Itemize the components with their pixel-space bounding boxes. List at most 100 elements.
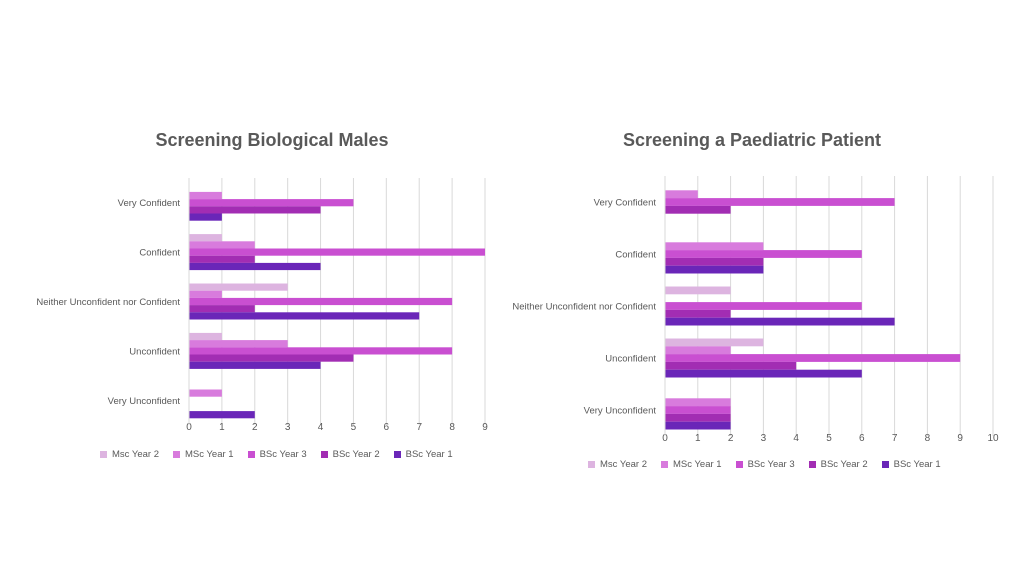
bar — [665, 242, 764, 251]
legend-label: Msc Year 2 — [600, 459, 647, 470]
legend-item: BSc Year 3 — [735, 459, 795, 470]
legend-item: BSc Year 1 — [881, 459, 941, 470]
x-tick-label: 0 — [186, 422, 192, 433]
x-tick-label: 4 — [793, 433, 799, 444]
legend-swatch — [588, 461, 595, 468]
bar — [189, 255, 255, 263]
bar — [665, 421, 731, 430]
bar — [665, 398, 731, 407]
x-tick-label: 3 — [761, 433, 767, 444]
bar — [189, 347, 453, 355]
legend-item: MSc Year 1 — [173, 449, 234, 460]
bar — [665, 265, 764, 274]
bar — [189, 297, 453, 306]
legend-swatch — [808, 461, 816, 468]
bar — [189, 332, 222, 341]
y-category-label: Very Unconfident — [108, 396, 181, 407]
x-tick-label: 3 — [285, 422, 291, 433]
chart-title: Screening a Paediatric Patient — [622, 130, 882, 150]
bar — [189, 241, 255, 249]
x-tick-label: 6 — [384, 422, 390, 433]
legend-swatch — [247, 451, 255, 458]
legend-label: BSc Year 1 — [405, 449, 453, 460]
x-tick-label: 8 — [449, 422, 455, 433]
y-category-label: Confident — [615, 250, 656, 261]
x-tick-label: 2 — [728, 433, 734, 444]
bar — [665, 198, 895, 206]
y-category-label: Neither Unconfident nor Confident — [512, 302, 656, 313]
x-tick-label: 7 — [416, 422, 422, 433]
legend-swatch — [735, 461, 743, 468]
bar — [189, 361, 321, 369]
y-category-label: Very Unconfident — [584, 406, 657, 417]
bar — [665, 361, 797, 370]
y-category-label: Unconfident — [605, 354, 656, 365]
bar — [189, 305, 255, 313]
legend-label: MSc Year 1 — [185, 449, 234, 460]
legend-item: Msc Year 2 — [588, 459, 647, 470]
x-tick-label: 10 — [987, 433, 999, 444]
x-tick-label: 1 — [219, 422, 225, 433]
legend-swatch — [320, 451, 328, 458]
bar — [189, 213, 222, 221]
legend-swatch — [100, 451, 107, 458]
bar — [665, 338, 764, 347]
legend-swatch — [881, 461, 889, 468]
bar — [665, 309, 731, 318]
legend-swatch — [173, 451, 180, 458]
x-tick-label: 4 — [318, 422, 324, 433]
bar — [665, 413, 731, 422]
x-tick-label: 6 — [859, 433, 865, 444]
x-tick-label: 7 — [892, 433, 898, 444]
bar — [189, 312, 420, 320]
x-tick-label: 2 — [252, 422, 258, 433]
y-category-label: Unconfident — [129, 346, 180, 357]
legend-label: BSc Year 2 — [820, 459, 868, 470]
x-tick-label: 1 — [695, 433, 701, 444]
bar — [189, 290, 222, 298]
legend-label: BSc Year 2 — [332, 449, 380, 460]
legend-label: BSc Year 3 — [259, 449, 307, 460]
bar — [665, 286, 731, 295]
bar — [665, 205, 731, 214]
legend-label: BSc Year 3 — [747, 459, 795, 470]
bar — [189, 411, 255, 419]
legend: Msc Year 2 MSc Year 1 BSc Year 3 BSc Year 2… — [100, 449, 453, 460]
legend-swatch — [393, 451, 401, 458]
bar — [665, 369, 862, 378]
bar — [665, 406, 731, 414]
bar — [665, 354, 961, 362]
y-category-label: Confident — [139, 248, 180, 259]
chart-screening-biological-males: Screening Biological Males 0 1 2 3 4 5 6 7 8 9 Ver… — [36, 130, 488, 460]
plot-area: 0 1 2 3 4 5 6 7 8 9 Very Confident Confident Neither… — [36, 178, 488, 433]
y-category-label: Very Confident — [594, 198, 657, 209]
bar — [189, 248, 485, 256]
bar — [189, 191, 222, 200]
legend-label: MSc Year 1 — [673, 459, 722, 470]
legend: Msc Year 2 MSc Year 1 BSc Year 3 BSc Year 2… — [588, 459, 941, 470]
bar — [665, 346, 731, 355]
legend-label: BSc Year 1 — [893, 459, 941, 470]
legend-item: BSc Year 2 — [320, 449, 380, 460]
bar — [665, 257, 764, 266]
bar — [665, 250, 862, 258]
x-tick-label: 8 — [925, 433, 931, 444]
legend-label: Msc Year 2 — [112, 449, 159, 460]
chart-screening-paediatric-patient: Screening a Paediatric Patient 0 1 2 3 4 5 6 7 8… — [512, 0, 1024, 576]
legend-swatch — [661, 461, 668, 468]
legend-item: BSc Year 2 — [808, 459, 868, 470]
x-tick-label: 9 — [482, 422, 488, 433]
legend-item: MSc Year 1 — [661, 459, 722, 470]
bar — [189, 199, 354, 207]
x-tick-label: 5 — [351, 422, 357, 433]
bar — [665, 190, 698, 199]
bar — [665, 302, 862, 310]
bar — [189, 340, 288, 348]
y-category-label: Very Confident — [118, 198, 181, 209]
y-category-label: Neither Unconfident nor Confident — [36, 297, 180, 308]
chart-title: Screening Biological Males — [155, 130, 389, 150]
x-tick-label: 9 — [957, 433, 963, 444]
x-tick-label: 0 — [662, 433, 668, 444]
bar — [189, 234, 222, 242]
bar — [189, 283, 288, 291]
